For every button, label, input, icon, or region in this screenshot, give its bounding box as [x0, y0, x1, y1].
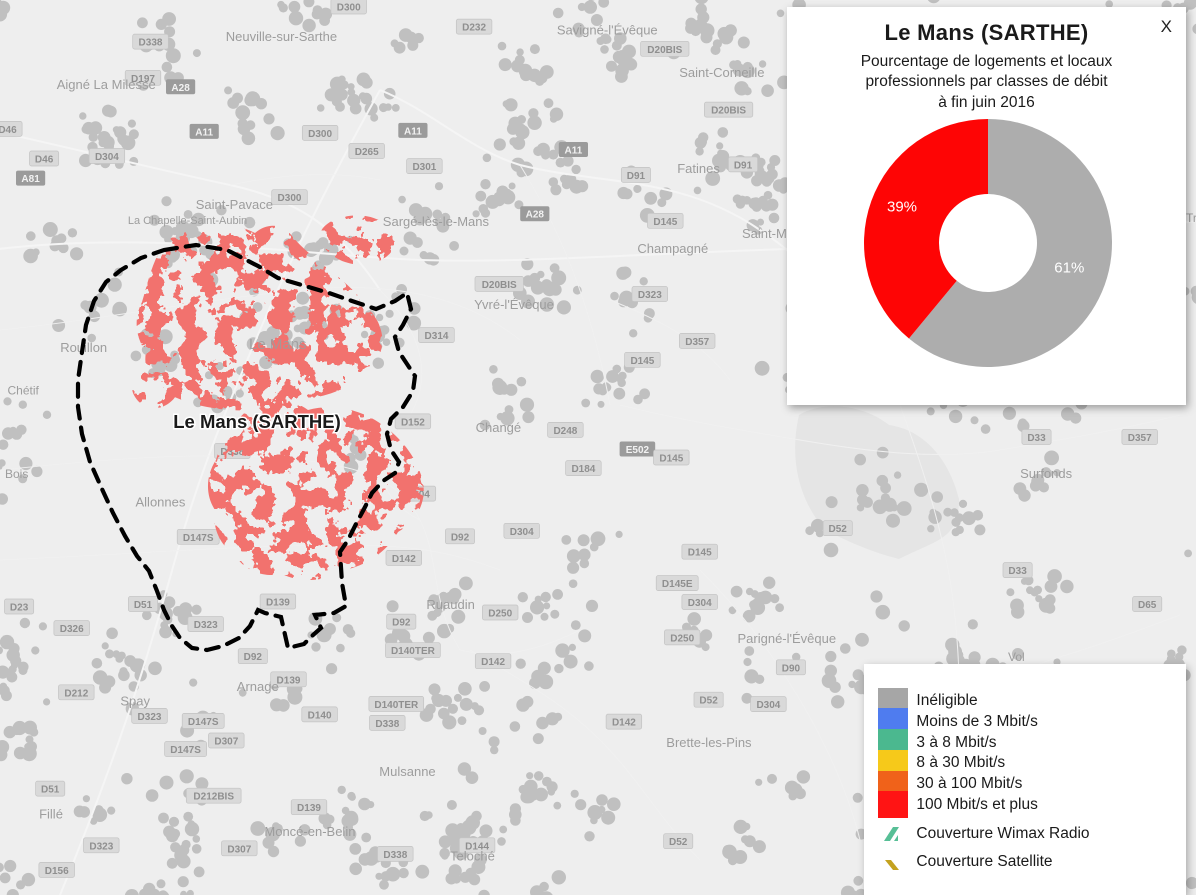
- svg-text:D139: D139: [277, 675, 301, 686]
- svg-text:D140TER: D140TER: [391, 646, 436, 657]
- svg-text:A28: A28: [171, 83, 190, 94]
- svg-text:D184: D184: [571, 464, 595, 475]
- svg-text:D304: D304: [756, 700, 780, 711]
- svg-text:D357: D357: [1128, 433, 1152, 444]
- svg-text:Bois: Bois: [5, 467, 28, 481]
- svg-text:A11: A11: [565, 146, 583, 157]
- svg-text:Changé: Changé: [476, 420, 522, 435]
- svg-text:D33: D33: [1027, 433, 1046, 444]
- svg-text:Moncé-en-Belin: Moncé-en-Belin: [264, 824, 355, 839]
- svg-text:Le Mans: Le Mans: [249, 336, 307, 353]
- svg-text:D52: D52: [699, 696, 718, 707]
- svg-text:D323: D323: [638, 290, 662, 301]
- svg-text:A11: A11: [195, 127, 213, 138]
- svg-text:Parigné-l'Évêque: Parigné-l'Évêque: [738, 631, 837, 646]
- svg-text:D65: D65: [1138, 600, 1157, 611]
- svg-text:D142: D142: [612, 718, 636, 729]
- svg-text:D46: D46: [0, 125, 17, 136]
- svg-text:D323: D323: [194, 620, 218, 631]
- svg-text:D145: D145: [630, 356, 654, 367]
- svg-text:D300: D300: [308, 129, 332, 140]
- svg-text:Neuville-sur-Sarthe: Neuville-sur-Sarthe: [226, 29, 337, 44]
- svg-text:61%: 61%: [1054, 260, 1084, 277]
- svg-text:D20BIS: D20BIS: [482, 280, 517, 291]
- svg-text:D323: D323: [138, 712, 162, 723]
- svg-text:39%: 39%: [887, 199, 917, 216]
- svg-text:Brette-les-Pins: Brette-les-Pins: [666, 735, 752, 750]
- svg-text:D145: D145: [659, 454, 683, 465]
- svg-text:D46: D46: [35, 155, 54, 166]
- svg-text:Teloché: Teloché: [450, 848, 495, 863]
- svg-text:A81: A81: [21, 174, 40, 185]
- svg-text:D147S: D147S: [170, 745, 201, 756]
- svg-text:Le Mans (SARTHE): Le Mans (SARTHE): [173, 411, 341, 432]
- svg-text:D307: D307: [214, 737, 238, 748]
- svg-text:D52: D52: [829, 524, 848, 535]
- svg-text:E502: E502: [626, 445, 650, 456]
- svg-text:D140TER: D140TER: [374, 700, 419, 711]
- svg-text:D300: D300: [337, 3, 361, 14]
- svg-text:D139: D139: [297, 803, 321, 814]
- svg-text:D145: D145: [688, 548, 712, 559]
- svg-text:D338: D338: [375, 719, 399, 730]
- svg-text:Fatines: Fatines: [677, 161, 720, 176]
- svg-text:D91: D91: [734, 160, 753, 171]
- svg-text:D248: D248: [553, 426, 577, 437]
- svg-text:D212BIS: D212BIS: [193, 792, 234, 803]
- svg-text:D147S: D147S: [188, 717, 219, 728]
- svg-text:Tr: Tr: [1186, 211, 1196, 225]
- svg-text:D20BIS: D20BIS: [711, 106, 746, 117]
- svg-text:D250: D250: [670, 633, 694, 644]
- svg-text:D92: D92: [244, 652, 263, 663]
- svg-text:D304: D304: [510, 527, 534, 538]
- svg-text:Vol: Vol: [1008, 650, 1025, 664]
- svg-text:D338: D338: [139, 38, 163, 49]
- svg-text:Fillé: Fillé: [39, 807, 63, 822]
- svg-text:A28: A28: [526, 210, 545, 221]
- svg-text:D91: D91: [627, 171, 646, 182]
- svg-text:D90: D90: [782, 663, 801, 674]
- svg-text:D145: D145: [653, 217, 677, 228]
- svg-text:D304: D304: [95, 152, 119, 163]
- svg-text:D33: D33: [1008, 566, 1027, 577]
- svg-text:D304: D304: [688, 598, 712, 609]
- svg-text:Saint-Corneille: Saint-Corneille: [679, 65, 764, 80]
- svg-text:D323: D323: [89, 841, 113, 852]
- svg-text:Mulsanne: Mulsanne: [379, 764, 435, 779]
- svg-text:D338: D338: [383, 850, 407, 861]
- svg-text:D307: D307: [227, 844, 251, 855]
- svg-text:Savigné-l'Évêque: Savigné-l'Évêque: [557, 23, 658, 38]
- svg-text:D156: D156: [45, 866, 69, 877]
- svg-text:D265: D265: [355, 147, 379, 158]
- svg-text:D142: D142: [481, 657, 505, 668]
- svg-text:D301: D301: [412, 162, 436, 173]
- svg-text:D326: D326: [60, 624, 84, 635]
- svg-text:Chétif: Chétif: [8, 383, 40, 397]
- svg-text:Surfonds: Surfonds: [1020, 466, 1073, 481]
- svg-text:D51: D51: [41, 785, 60, 796]
- svg-text:A11: A11: [404, 126, 422, 137]
- svg-text:D20BIS: D20BIS: [647, 45, 682, 56]
- svg-text:D250: D250: [488, 609, 512, 620]
- svg-text:D52: D52: [669, 837, 688, 848]
- svg-text:Spay: Spay: [120, 693, 150, 708]
- svg-text:D140: D140: [308, 710, 332, 721]
- svg-text:Aigné La Milesse: Aigné La Milesse: [57, 77, 156, 92]
- svg-text:D145E: D145E: [662, 579, 693, 590]
- svg-text:D357: D357: [685, 337, 709, 348]
- svg-text:D212: D212: [64, 688, 88, 699]
- svg-text:Yvré-l'Évêque: Yvré-l'Évêque: [474, 297, 554, 312]
- svg-text:D232: D232: [462, 23, 486, 34]
- svg-text:D23: D23: [10, 603, 29, 614]
- svg-text:Champagné: Champagné: [637, 241, 708, 256]
- svg-text:Arnage: Arnage: [237, 679, 279, 694]
